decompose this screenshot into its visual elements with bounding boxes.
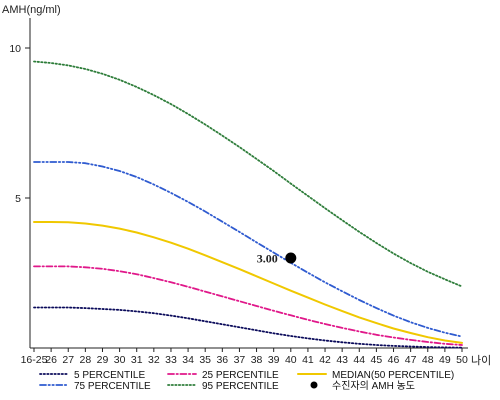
x-tick-label: 37 — [234, 354, 246, 366]
legend-label: 25 PERCENTILE — [202, 370, 279, 381]
x-tick-label: 32 — [148, 354, 160, 366]
legend-label: 75 PERCENTILE — [74, 381, 151, 392]
series-line-75-percentile — [33, 161, 463, 338]
series-line-5-percentile — [33, 306, 463, 349]
y-axis-title: AMH(ng/ml) — [2, 4, 61, 16]
x-tick-label: 36 — [216, 354, 228, 366]
x-tick-label: 43 — [336, 354, 348, 366]
x-tick-label: 34 — [182, 354, 194, 366]
x-tick-label: 44 — [353, 354, 365, 366]
series-line-median-50-percentile — [33, 221, 463, 344]
x-tick-label: 33 — [165, 354, 177, 366]
legend-label: 95 PERCENTILE — [202, 381, 279, 392]
series-lines — [33, 60, 463, 349]
legend-marker-swatch — [310, 381, 318, 389]
marker-value-label: 3.00 — [257, 252, 278, 266]
legend: 5 PERCENTILE 25 PERCENTILE MEDIAN(50 PERCE… — [39, 370, 454, 392]
x-tick-label: 30 — [114, 354, 126, 366]
y-tick-label: 10 — [9, 43, 21, 55]
patient-marker: 3.00 — [257, 252, 297, 266]
x-tick-label: 42 — [319, 354, 331, 366]
x-tick-label: 26 — [45, 354, 57, 366]
x-tick-label: 49 — [439, 354, 451, 366]
axes — [29, 18, 468, 349]
series-line-95-percentile — [33, 60, 463, 288]
y-tick-label: 5 — [15, 193, 21, 205]
marker-point — [285, 252, 297, 264]
x-axis-title: 나이 — [471, 354, 491, 367]
x-tick-label: 50 — [456, 354, 468, 366]
x-tick-label: 29 — [97, 354, 109, 366]
x-tick-label: 16-25 — [21, 354, 48, 366]
x-tick-label: 28 — [80, 354, 92, 366]
legend-label: 수진자의 AMH 농도 — [332, 380, 415, 392]
x-tick-label: 38 — [251, 354, 263, 366]
x-tick-label: 47 — [405, 354, 417, 366]
legend-label: 5 PERCENTILE — [74, 370, 145, 381]
x-tick-label: 35 — [199, 354, 211, 366]
x-tick-label: 40 — [285, 354, 297, 366]
x-tick-label: 27 — [62, 354, 74, 366]
series-line-25-percentile — [33, 265, 463, 346]
x-tick-label: 46 — [388, 354, 400, 366]
x-tick-label: 39 — [268, 354, 280, 366]
y-ticks: 5 10 — [9, 43, 30, 205]
x-tick-label: 31 — [131, 354, 143, 366]
legend-label: MEDIAN(50 PERCENTILE) — [332, 370, 454, 381]
x-tick-label: 48 — [422, 354, 434, 366]
x-tick-label: 41 — [302, 354, 314, 366]
x-tick-label: 45 — [371, 354, 383, 366]
